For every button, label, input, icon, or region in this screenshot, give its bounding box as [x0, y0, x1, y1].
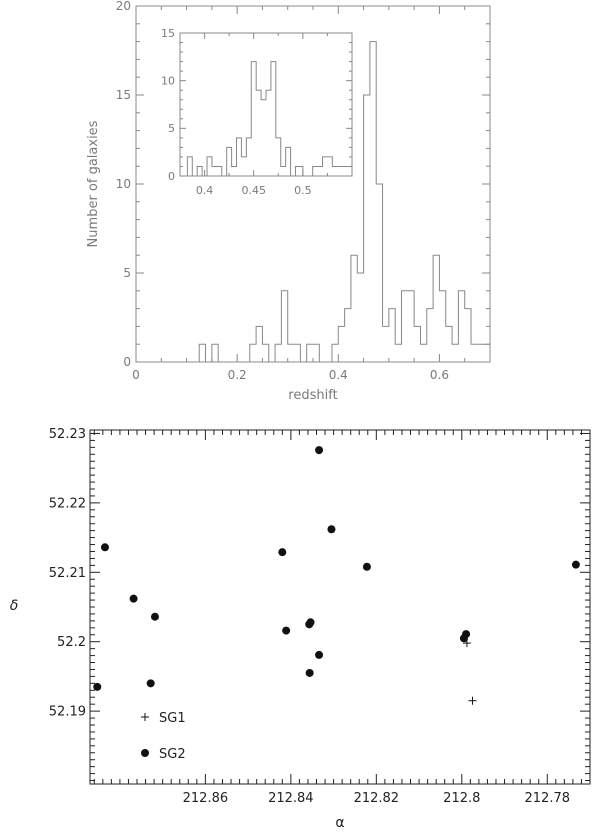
histogram-step-line [198, 41, 491, 363]
y-tick-label: 10 [116, 177, 131, 191]
scatter-frame [89, 429, 591, 785]
y-tick-label: 0 [168, 170, 175, 183]
sg2-point [327, 525, 336, 534]
y-tick-label: 52.21 [49, 566, 86, 581]
scatter-y-axis-label: δ [10, 598, 19, 614]
x-tick-label: 0.4 [196, 184, 214, 197]
legend-sg2-label: SG2 [159, 747, 186, 762]
sg2-point [100, 543, 109, 552]
legend-sg1-marker [141, 713, 149, 721]
scatter-x-tick-labels: 212.86 212.84 212.82 212.8 212.78 [183, 791, 570, 806]
sg2-point [315, 446, 324, 455]
scatter-points [93, 446, 580, 705]
x-tick-label: 0 [132, 368, 140, 382]
sky-position-scatter-panel: 212.86 212.84 212.82 212.8 212.78 52.1952.25… [10, 427, 591, 831]
x-tick-label: 0.45 [241, 184, 266, 197]
sg2-point [93, 682, 102, 691]
inset-frame [179, 32, 353, 177]
y-tick-label: 5 [168, 122, 175, 135]
inset-step-line [180, 61, 353, 177]
x-tick-label: 0.6 [430, 368, 449, 382]
inset-y-tick-labels: 0 5 10 15 [161, 27, 175, 183]
y-tick-label: 52.19 [49, 705, 86, 720]
x-tick-label: 212.82 [354, 791, 400, 806]
sg2-point [362, 562, 371, 571]
y-tick-label: 20 [116, 0, 131, 13]
y-tick-label: 52.23 [49, 427, 86, 442]
sg2-point [146, 679, 155, 688]
inset-x-tick-labels: 0.4 0.45 0.5 [196, 184, 312, 197]
sg2-point [150, 612, 159, 621]
sg2-point [462, 630, 471, 639]
redshift-histogram-panel: 0 0.2 0.4 0.6 0 5 10 15 20 redshift Number of g… [86, 0, 491, 403]
sg2-point [306, 618, 315, 627]
legend-sg1-label: SG1 [159, 711, 186, 726]
x-tick-label: 212.8 [443, 791, 480, 806]
x-tick-label: 212.84 [268, 791, 314, 806]
legend-sg2-marker [141, 749, 149, 757]
sg2-point [278, 548, 287, 557]
scatter-legend: SG1 SG2 [141, 711, 186, 762]
sg2-point [282, 626, 291, 635]
sg2-point [305, 668, 314, 677]
sg2-point [571, 560, 580, 569]
y-tick-label: 10 [161, 75, 175, 88]
sg1-point [468, 696, 477, 705]
legend-plus-marker [141, 713, 149, 721]
sg2-point [315, 650, 324, 659]
scatter-x-axis-label: α [335, 815, 344, 831]
y-tick-label: 0 [123, 355, 131, 369]
inset-histogram-panel: 0.4 0.45 0.5 0 5 10 15 [161, 27, 353, 197]
histogram-ticks [135, 5, 491, 363]
x-tick-label: 212.86 [183, 791, 229, 806]
legend-circle-marker [141, 749, 149, 757]
x-tick-label: 0.5 [294, 184, 312, 197]
x-tick-label: 0.4 [329, 368, 348, 382]
x-tick-label: 212.78 [525, 791, 571, 806]
sg2-point [129, 594, 138, 603]
histogram-y-axis-label: Number of galaxies [86, 120, 101, 247]
x-tick-label: 0.2 [228, 368, 247, 382]
y-tick-label: 52.22 [49, 496, 86, 511]
histogram-x-tick-labels: 0 0.2 0.4 0.6 [132, 368, 449, 382]
scatter-ticks [90, 430, 591, 784]
histogram-y-tick-labels: 0 5 10 15 20 [116, 0, 131, 369]
y-tick-label: 15 [116, 88, 131, 102]
histogram-x-axis-label: redshift [288, 388, 337, 403]
y-tick-label: 52.2 [57, 635, 86, 650]
y-tick-label: 15 [161, 27, 175, 40]
scatter-y-tick-labels: 52.19 52.2 52.21 52.22 52.23 [49, 427, 86, 720]
y-tick-label: 5 [123, 266, 131, 280]
